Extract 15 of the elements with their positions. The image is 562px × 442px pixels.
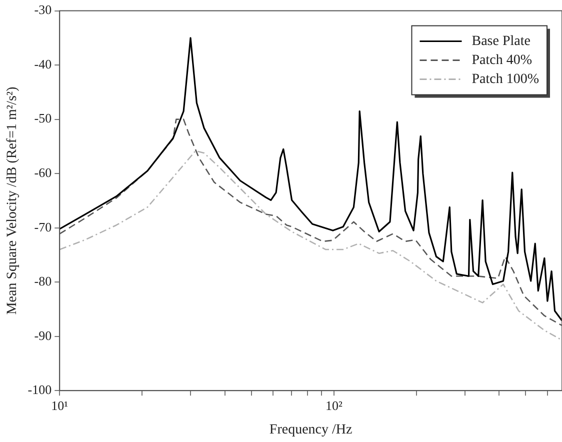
- x-tick-label: 10¹: [51, 398, 68, 413]
- y-tick-label: -90: [34, 328, 52, 343]
- y-tick-label: -60: [34, 164, 52, 180]
- legend-label: Patch 40%: [472, 52, 532, 68]
- y-axis-title: Mean Square Velocity /dB (Ref=1 m²/s²): [5, 86, 20, 315]
- x-tick-label: 10²: [326, 398, 343, 413]
- y-tick-label: -40: [34, 56, 52, 72]
- y-tick-label: -50: [34, 110, 52, 126]
- legend-label: Patch 100%: [472, 72, 540, 87]
- legend-label: Base Plate: [472, 34, 530, 49]
- y-tick-label: -70: [34, 219, 52, 234]
- x-axis-title: Frequency /Hz: [269, 422, 352, 438]
- y-tick-label: -100: [28, 382, 52, 398]
- y-tick-label: -80: [34, 274, 52, 289]
- y-tick-label: -30: [34, 2, 52, 18]
